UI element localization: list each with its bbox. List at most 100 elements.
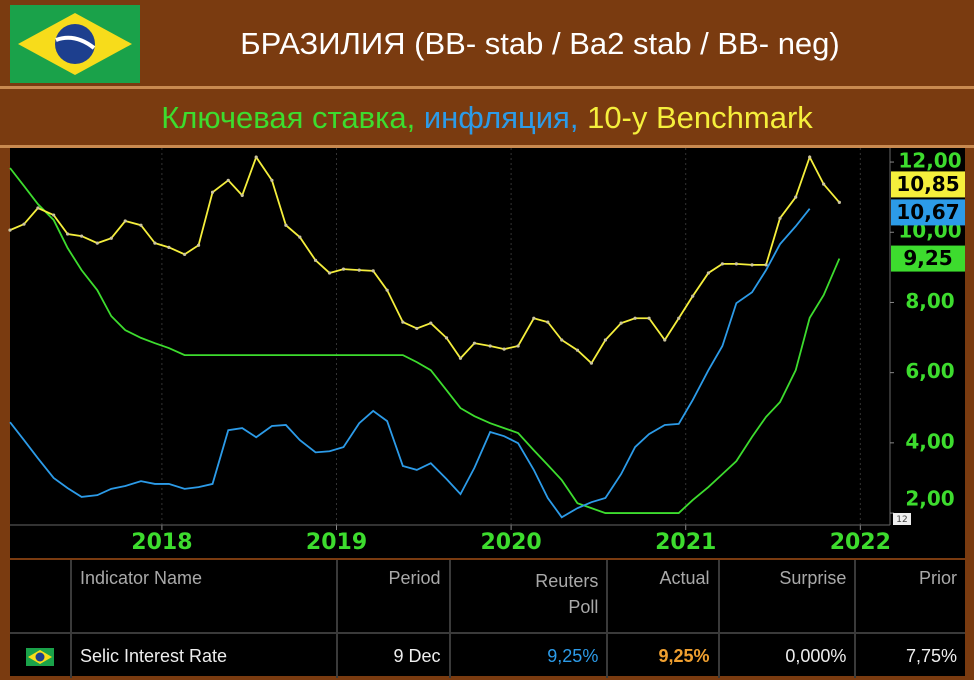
legend-entry: инфляция, (424, 100, 579, 135)
table-header: Indicator Name Period Reuters Poll Actua… (10, 560, 965, 634)
value-label: 10,85 (896, 172, 959, 196)
point (357, 268, 361, 272)
cell: 0,000% (718, 633, 857, 678)
value-label-box (891, 245, 965, 272)
point (488, 344, 492, 348)
point (575, 348, 580, 352)
point (95, 241, 99, 245)
header-cell: Reuters Poll (449, 560, 609, 634)
header-cell: Surprise (718, 560, 857, 634)
value-label-box (891, 199, 965, 226)
point (8, 228, 12, 232)
y-tick-label: 2,00 (905, 487, 954, 511)
point (341, 267, 346, 271)
point (79, 234, 84, 238)
point (109, 236, 113, 240)
point (183, 252, 187, 256)
y-tick-label: 6,00 (905, 359, 954, 383)
point (734, 262, 738, 266)
legend-entry: Ключевая ставка, (161, 100, 415, 135)
flag-cell (10, 633, 72, 678)
row-flag (26, 647, 54, 666)
point (560, 338, 564, 342)
point (254, 155, 258, 159)
point (663, 338, 667, 342)
header-cell: Period (336, 560, 451, 634)
point (240, 193, 244, 197)
point (458, 356, 463, 360)
x-tick-label: 2020 (480, 530, 541, 555)
point (313, 258, 318, 262)
header-band (0, 0, 974, 86)
point (691, 294, 695, 298)
point (284, 223, 288, 227)
point (429, 321, 433, 325)
point (750, 263, 754, 267)
point (472, 341, 477, 345)
header-text: Reuters Poll (535, 571, 599, 617)
subtitle-rule (0, 145, 974, 148)
header-cell: Actual (607, 560, 720, 634)
point (794, 195, 798, 199)
value-label: 9,25 (903, 246, 952, 270)
table: Indicator Name Period Reuters Poll Actua… (10, 560, 965, 678)
badge: 12 (896, 515, 907, 525)
y-tick-label: 12,00 (898, 149, 961, 173)
cell: 9,25% (607, 633, 720, 678)
indicator-table: Indicator Name Period Reuters Poll Actua… (10, 560, 965, 678)
value-label-box (891, 171, 965, 198)
point (603, 338, 607, 342)
x-tick-label: 2018 (131, 530, 192, 555)
point (633, 316, 637, 320)
line (9, 167, 841, 514)
point (647, 316, 651, 320)
point (808, 155, 812, 159)
point (706, 271, 711, 275)
point (385, 288, 389, 292)
header-cell (10, 560, 72, 634)
y-tick-label: 4,00 (905, 429, 954, 453)
point (837, 200, 841, 205)
table-row: Selic Interest Rate 9 Dec 9,25% 9,25% 0,… (10, 633, 965, 678)
point (153, 241, 157, 245)
x-tick-label: 2019 (306, 530, 367, 555)
point (139, 223, 143, 227)
cell: 9 Dec (336, 633, 451, 678)
point (619, 321, 623, 325)
point (764, 263, 768, 267)
point (298, 235, 302, 239)
point (66, 232, 70, 236)
line (9, 208, 811, 519)
point (516, 344, 520, 348)
point (196, 243, 201, 247)
cell: 9,25% (449, 633, 609, 678)
cell: 7,75% (905, 645, 957, 666)
point (415, 326, 419, 331)
header-cell: Prior (855, 560, 965, 634)
point (22, 222, 26, 226)
badge-box (893, 513, 911, 525)
point (270, 178, 274, 182)
point (502, 347, 506, 351)
point (123, 219, 127, 223)
y-tick-label: 8,00 (905, 289, 954, 313)
chart-title: БРАЗИЛИЯ (BB- stab / Ba2 stab / BB- neg) (240, 26, 840, 61)
point (822, 182, 826, 186)
point (371, 269, 375, 273)
value-label: 10,67 (896, 200, 959, 224)
flag (10, 5, 140, 83)
point (532, 316, 536, 320)
point (167, 245, 171, 249)
point (210, 190, 215, 194)
header-cell: Indicator Name (71, 560, 338, 634)
point (444, 336, 449, 340)
x-tick-label: 2022 (830, 530, 891, 555)
point (327, 271, 332, 275)
header-rule (0, 86, 974, 89)
point (778, 216, 782, 220)
legend-entry: 10-y Benchmark (587, 100, 813, 135)
point (36, 206, 40, 210)
point (677, 316, 681, 320)
chart: БРАЗИЛИЯ (BB- stab / Ba2 stab / BB- neg)… (0, 0, 974, 558)
